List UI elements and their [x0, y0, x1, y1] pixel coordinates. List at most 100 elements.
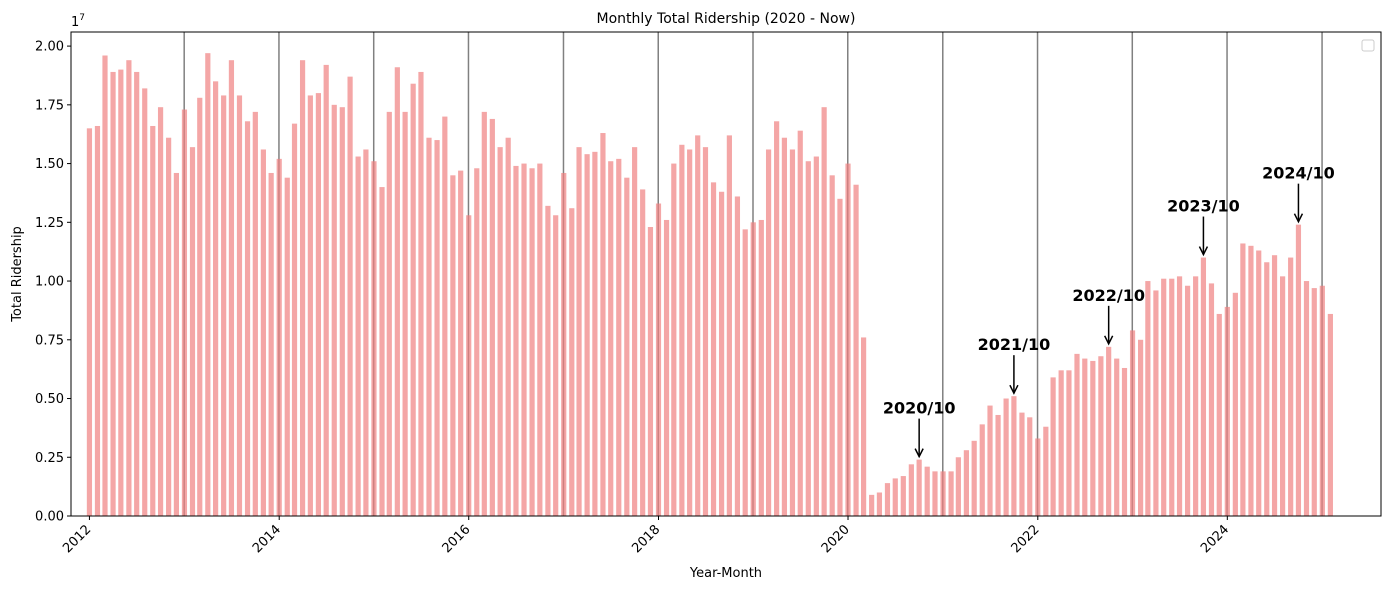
bar: [489, 118, 495, 517]
bar: [1153, 290, 1159, 516]
bar: [126, 60, 132, 516]
annotation-label: 2023/10: [1167, 197, 1240, 216]
y-tick-label: 0.25: [35, 451, 64, 466]
bar: [497, 147, 503, 516]
bar: [608, 161, 614, 516]
bar: [1264, 262, 1270, 516]
bar: [466, 215, 472, 516]
bar: [221, 95, 227, 516]
bar: [458, 170, 464, 516]
bar: [363, 149, 369, 517]
bar: [1050, 377, 1056, 516]
bar: [442, 116, 448, 516]
bar: [663, 219, 670, 516]
bar: [94, 125, 101, 516]
bar: [781, 137, 788, 517]
bar-series: [86, 53, 1333, 517]
bar: [1248, 245, 1254, 516]
bar: [481, 111, 487, 516]
bar: [734, 196, 741, 516]
bar: [244, 121, 251, 516]
bar: [394, 67, 400, 517]
bar: [987, 405, 993, 516]
bar: [213, 81, 219, 516]
bar: [1303, 281, 1310, 516]
annotation-label: 2021/10: [978, 335, 1051, 354]
bar: [529, 168, 535, 516]
bar: [142, 88, 148, 516]
bar: [1121, 367, 1128, 516]
bar: [892, 478, 898, 516]
bar: [876, 492, 883, 516]
bar: [584, 154, 590, 517]
bar: [402, 111, 408, 516]
bar: [592, 151, 598, 516]
bar: [1311, 288, 1317, 516]
annotation-label: 2024/10: [1262, 164, 1335, 183]
bar: [1295, 224, 1302, 516]
bar: [1176, 276, 1183, 516]
bar: [1090, 360, 1096, 516]
y-tick-label: 0.00: [35, 510, 64, 525]
bar: [561, 172, 567, 516]
bar: [410, 83, 416, 516]
x-axis-label: Year-Month: [689, 566, 762, 581]
bar: [1232, 292, 1238, 516]
bar: [916, 459, 922, 516]
bar: [284, 177, 290, 517]
bar: [1240, 243, 1246, 516]
bar: [157, 107, 164, 517]
bar: [276, 158, 282, 516]
bar: [1208, 283, 1215, 516]
bar: [955, 457, 961, 516]
bar: [924, 466, 930, 516]
bar: [1082, 358, 1088, 516]
bar: [932, 471, 938, 516]
y-axis: 0.00 0.25 0.50 0.75 1.00 1.25 1.50 1.75 2.00: [35, 40, 71, 525]
bar: [553, 215, 559, 516]
bar: [869, 494, 875, 516]
bar: [228, 60, 235, 516]
bar: [1019, 412, 1025, 516]
y-tick-label: 2.00: [35, 40, 64, 55]
bar: [742, 229, 748, 517]
empty-legend-box: [1361, 39, 1375, 52]
bar: [774, 121, 780, 516]
bar: [813, 156, 819, 516]
bar: [118, 69, 124, 516]
bar: [821, 107, 827, 517]
bar: [979, 424, 985, 516]
bar: [687, 149, 693, 517]
bar: [1271, 255, 1278, 516]
bar: [1003, 398, 1009, 516]
bar: [173, 172, 179, 516]
bar: [624, 177, 630, 517]
bar: [537, 163, 543, 516]
bar: [1011, 396, 1017, 516]
bar: [1138, 339, 1144, 516]
bar: [339, 107, 345, 517]
annotation-arrowhead: [914, 448, 924, 459]
bar: [1114, 358, 1120, 516]
annotation-arrowhead: [1293, 213, 1304, 224]
bar: [110, 71, 116, 516]
bar: [805, 161, 811, 516]
bar: [971, 440, 977, 516]
bar: [1200, 257, 1207, 516]
bar: [1027, 417, 1033, 516]
chart-title: Monthly Total Ridership (2020 - Now): [597, 11, 856, 27]
bar: [1074, 353, 1080, 516]
bar: [1161, 278, 1167, 516]
bar: [569, 208, 575, 516]
annotation-label: 2022/10: [1072, 286, 1145, 305]
bar: [189, 147, 196, 516]
bar: [679, 144, 685, 516]
bar: [1224, 306, 1230, 516]
bar: [797, 130, 803, 516]
bar: [505, 137, 511, 517]
annotation-arrowhead: [1198, 246, 1209, 257]
y-tick-label: 1.00: [35, 275, 64, 290]
bar: [853, 184, 859, 516]
bar: [616, 158, 622, 516]
bar: [671, 163, 677, 516]
